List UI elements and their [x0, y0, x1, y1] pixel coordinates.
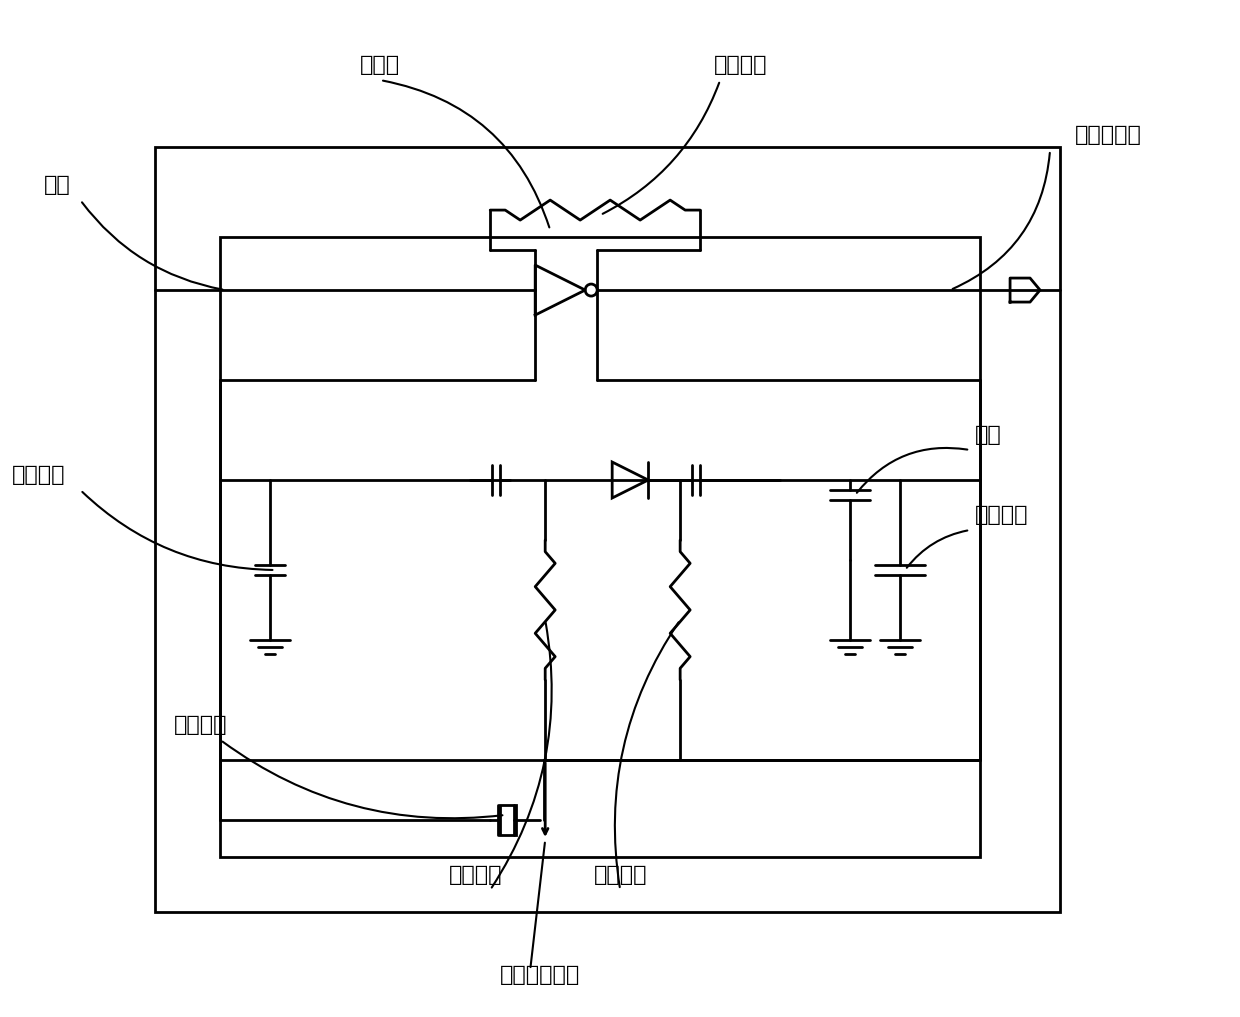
Text: 电容: 电容	[43, 175, 71, 195]
Polygon shape	[613, 462, 649, 498]
Bar	[500, 804, 516, 835]
Text: 控制电压端子: 控制电压端子	[500, 965, 580, 984]
Text: 变容二极管: 变容二极管	[1075, 125, 1142, 145]
Text: 负载电容: 负载电容	[975, 505, 1028, 525]
Text: 石英晶体: 石英晶体	[174, 715, 227, 735]
Bar	[221, 237, 980, 857]
Text: 负载电容: 负载电容	[12, 465, 66, 485]
Text: 反相器: 反相器	[360, 55, 401, 75]
Text: 电容: 电容	[975, 425, 1002, 445]
Bar	[155, 147, 1060, 912]
Text: 隔离电阻: 隔离电阻	[449, 864, 502, 885]
Text: 隔离电阻: 隔离电阻	[594, 864, 647, 885]
Circle shape	[585, 284, 598, 296]
Text: 反馈电阻: 反馈电阻	[713, 55, 766, 75]
